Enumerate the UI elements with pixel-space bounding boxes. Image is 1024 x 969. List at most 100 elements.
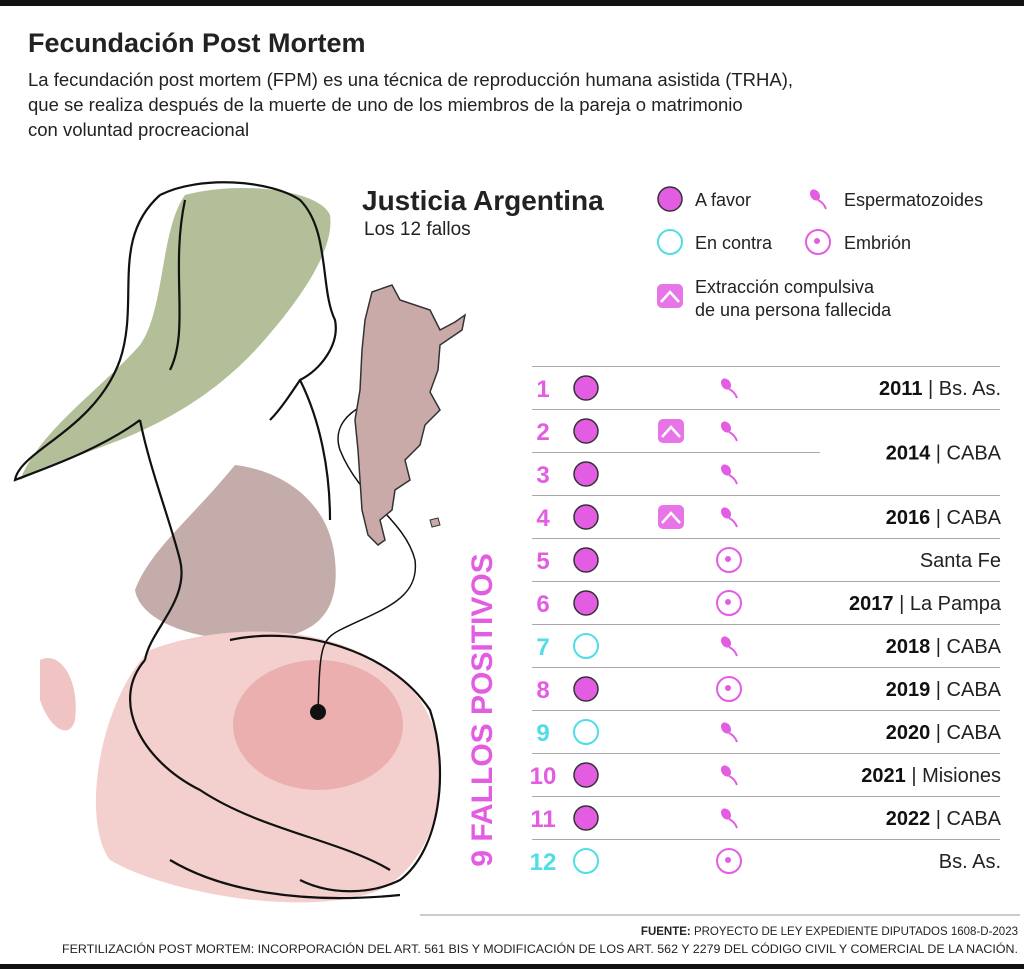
icon-extraction-mark <box>660 290 680 303</box>
icon-favor <box>573 375 599 401</box>
icon-favor <box>573 676 599 702</box>
icon-favor <box>573 762 599 788</box>
row-place: CABA <box>947 507 1002 529</box>
row-year: 2016 <box>886 507 931 529</box>
row-number: 12 <box>530 849 557 876</box>
illustration <box>13 181 467 903</box>
section-title: Justicia Argentina <box>362 185 604 216</box>
icon-favor <box>573 805 599 831</box>
row-place: Bs. As. <box>939 851 1001 873</box>
icon-sperm-tail <box>728 431 738 442</box>
row-number: 11 <box>530 806 555 833</box>
row-year: 2018 <box>886 636 931 658</box>
icon-embryo-core <box>725 685 731 691</box>
row-place: Bs. As. <box>939 378 1001 400</box>
icon-favor <box>573 590 599 616</box>
row-label: 2011 | Bs. As. <box>879 378 1001 400</box>
row-label: 2014 | CABA <box>886 443 1002 465</box>
row-number: 4 <box>536 505 550 532</box>
icon-sperm <box>720 378 732 390</box>
row-place: La Pampa <box>910 593 1002 615</box>
row-number: 7 <box>536 634 549 661</box>
row-number: 9 <box>536 720 549 747</box>
row-label: 2016 | CABA <box>886 507 1002 529</box>
icon-sperm-tail <box>728 388 738 399</box>
row-separator: | <box>922 378 938 400</box>
icon-embryo-core <box>725 556 731 562</box>
icon-sperm-tail <box>728 646 738 657</box>
icon-sperm-tail <box>728 732 738 743</box>
description: La fecundación post mortem (FPM) es una … <box>28 69 793 90</box>
source-text: PROYECTO DE LEY EXPEDIENTE DIPUTADOS 160… <box>691 926 1018 938</box>
row-place: CABA <box>947 808 1002 830</box>
icon-contra <box>573 633 599 659</box>
row-year: 2014 <box>886 443 931 465</box>
icon-contra <box>657 229 683 255</box>
legend-label: Espermatozoides <box>844 190 983 210</box>
row-separator: | <box>930 679 946 701</box>
legend-label: Extracción compulsiva <box>695 277 875 297</box>
row-place: CABA <box>947 679 1002 701</box>
row-separator: | <box>930 443 946 465</box>
row-place: CABA <box>947 443 1002 465</box>
row-year: 2022 <box>886 808 931 830</box>
icon-extraction-mark <box>661 511 681 524</box>
row-number: 8 <box>536 677 549 704</box>
row-label: 2018 | CABA <box>886 636 1002 658</box>
icon-extraction <box>658 419 684 443</box>
row-separator: | <box>930 507 946 529</box>
row-place: Misiones <box>922 765 1001 787</box>
row-separator: | <box>930 636 946 658</box>
icon-contra <box>573 848 599 874</box>
row-year: 2019 <box>886 679 931 701</box>
row-separator: | <box>894 593 910 615</box>
icon-favor <box>573 504 599 530</box>
legend-label: En contra <box>695 233 773 253</box>
icon-sperm-tail <box>728 775 738 786</box>
row-separator: | <box>930 722 946 744</box>
row-label: Bs. As. <box>939 851 1001 873</box>
section-subtitle: Los 12 fallos <box>364 219 471 240</box>
icon-sperm <box>720 722 732 734</box>
row-label: 2022 | CABA <box>886 808 1002 830</box>
legend-label: A favor <box>695 190 751 210</box>
row-label: 2020 | CABA <box>886 722 1002 744</box>
row-year: 2011 <box>879 378 922 400</box>
row-year: 2021 <box>861 765 906 787</box>
icon-embryo-core <box>814 238 820 244</box>
bottom-bar <box>0 964 1024 969</box>
row-number: 5 <box>536 548 549 575</box>
icon-favor <box>573 418 599 444</box>
icon-favor <box>657 186 683 212</box>
row-label: 2021 | Misiones <box>861 765 1001 787</box>
icon-extraction <box>658 505 684 529</box>
icon-favor <box>573 547 599 573</box>
icon-sperm <box>720 507 732 519</box>
legend-label: de una persona fallecida <box>695 300 892 320</box>
row-number: 3 <box>536 462 549 489</box>
description: con voluntad procreacional <box>28 119 249 140</box>
title: Fecundación Post Mortem <box>28 28 366 58</box>
top-bar <box>0 0 1024 6</box>
icon-sperm-tail <box>728 517 738 528</box>
row-separator: | <box>906 765 922 787</box>
row-year: 2020 <box>886 722 931 744</box>
row-label: 2019 | CABA <box>886 679 1002 701</box>
icon-sperm <box>809 189 821 201</box>
source: FUENTE: PROYECTO DE LEY EXPEDIENTE DIPUT… <box>641 926 1018 938</box>
icon-favor <box>573 461 599 487</box>
icon-extraction-mark <box>661 425 681 438</box>
icon-embryo-core <box>725 599 731 605</box>
row-number: 10 <box>530 763 557 790</box>
icon-sperm <box>720 464 732 476</box>
icon-sperm <box>720 421 732 433</box>
source-label: FUENTE: <box>641 926 691 938</box>
icon-sperm-tail <box>728 818 738 829</box>
icon-sperm-tail <box>728 474 738 485</box>
row-number: 2 <box>536 419 549 446</box>
row-label: 2017 | La Pampa <box>849 593 1002 615</box>
note: FERTILIZACIÓN POST MORTEM: INCORPORACIÓN… <box>62 943 1018 956</box>
icon-embryo-core <box>725 857 731 863</box>
row-separator: | <box>930 808 946 830</box>
